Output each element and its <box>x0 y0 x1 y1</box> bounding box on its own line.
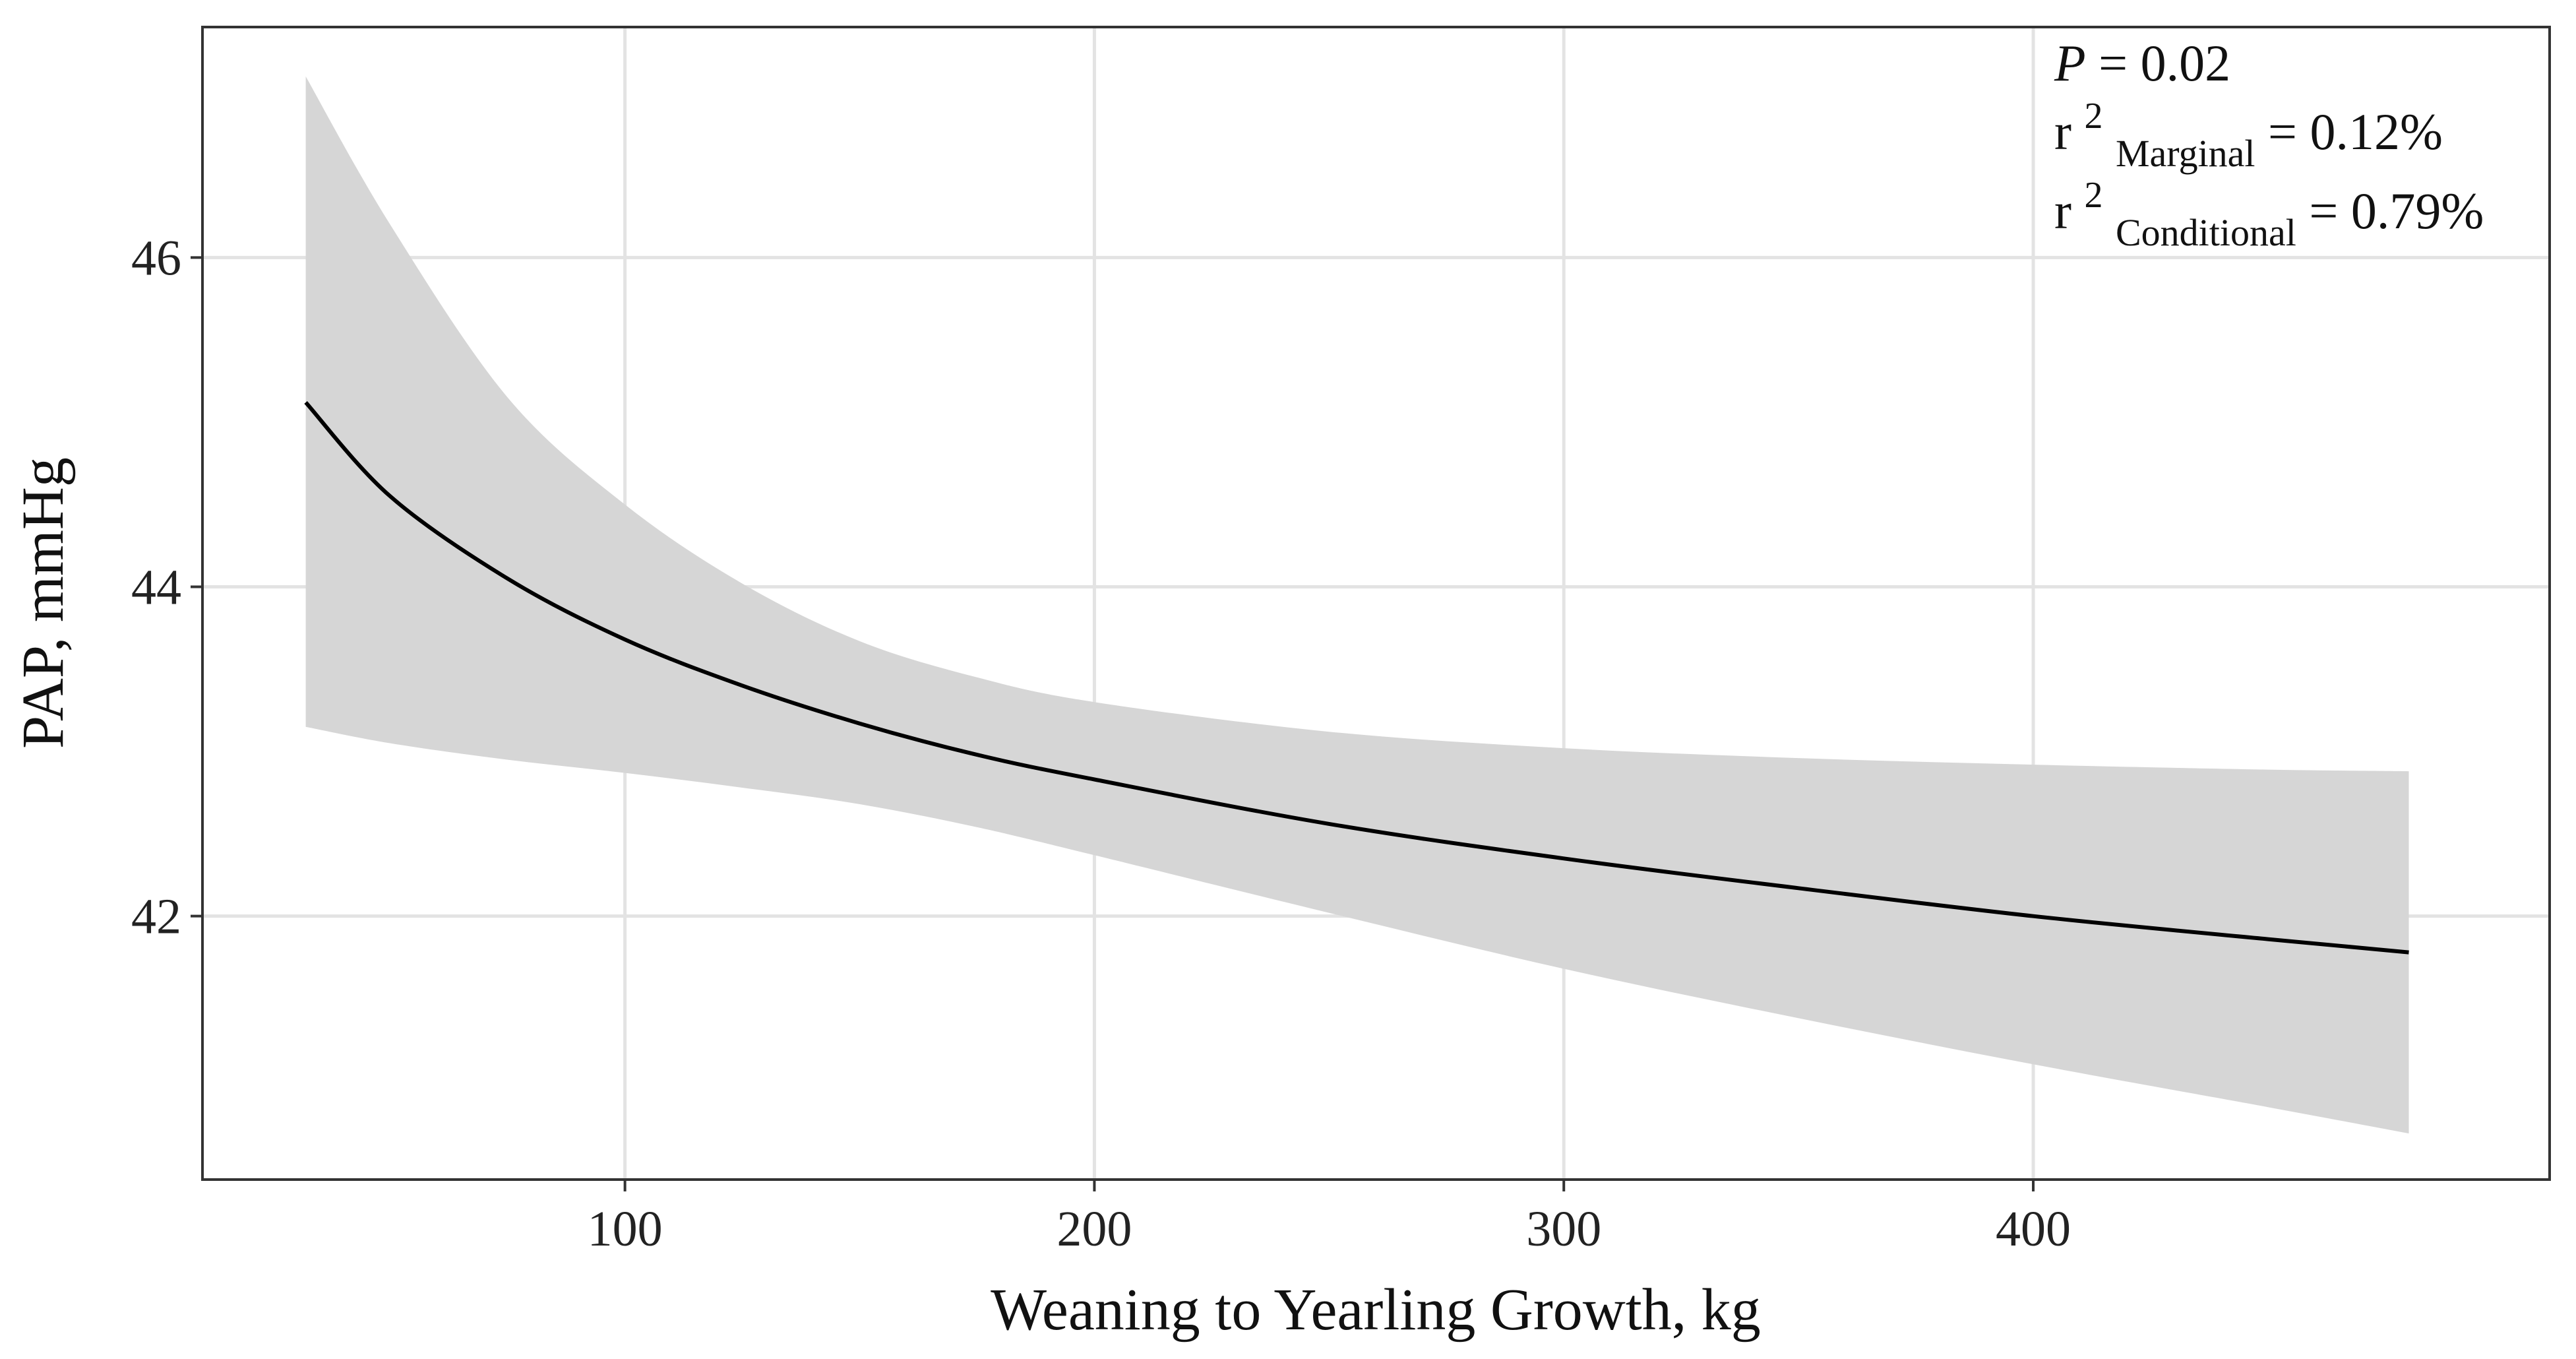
y-axis-title: PAP, mmHg <box>11 457 76 749</box>
r2-marginal-base: r <box>2054 103 2071 160</box>
plot-panel-border <box>201 26 2551 1181</box>
r2-conditional-value: = 0.79% <box>2309 182 2484 239</box>
x-axis-title: Weaning to Yearling Growth, kg <box>991 1277 1761 1343</box>
p-value: = 0.02 <box>2099 34 2230 92</box>
p-value-line: P = 0.02 <box>2054 34 2230 92</box>
confidence-band <box>305 76 2409 1134</box>
gridlines <box>202 27 2550 1180</box>
y-tick-label: 44 <box>131 560 181 616</box>
r2-marginal-value: = 0.12% <box>2268 103 2443 160</box>
r2-marginal-sup: 2 <box>2084 96 2102 137</box>
y-tick-label: 46 <box>131 230 181 286</box>
y-tick-label: 42 <box>131 889 181 945</box>
p-symbol: P <box>2054 34 2086 92</box>
x-tick-label: 200 <box>1057 1201 1132 1257</box>
x-tick-label: 400 <box>1996 1201 2071 1257</box>
r2-conditional-line: r 2 Conditional = 0.79% <box>2054 161 2484 257</box>
r2-marginal-line: r 2 Marginal = 0.12% <box>2054 82 2443 177</box>
stats-annotation: P = 0.02 r 2 Marginal = 0.12% r 2 Condit… <box>2054 34 2484 257</box>
x-tick-label: 100 <box>588 1201 663 1257</box>
r2-conditional-sub: Conditional <box>2116 211 2296 254</box>
r2-conditional-sup: 2 <box>2084 175 2102 216</box>
r2-conditional-base: r <box>2054 182 2071 239</box>
fit-line <box>304 400 2409 955</box>
r2-marginal-sub: Marginal <box>2116 132 2255 175</box>
axis-ticks: 100 200 300 400 42 44 46 <box>131 230 2071 1257</box>
x-tick-label: 300 <box>1526 1201 1601 1257</box>
